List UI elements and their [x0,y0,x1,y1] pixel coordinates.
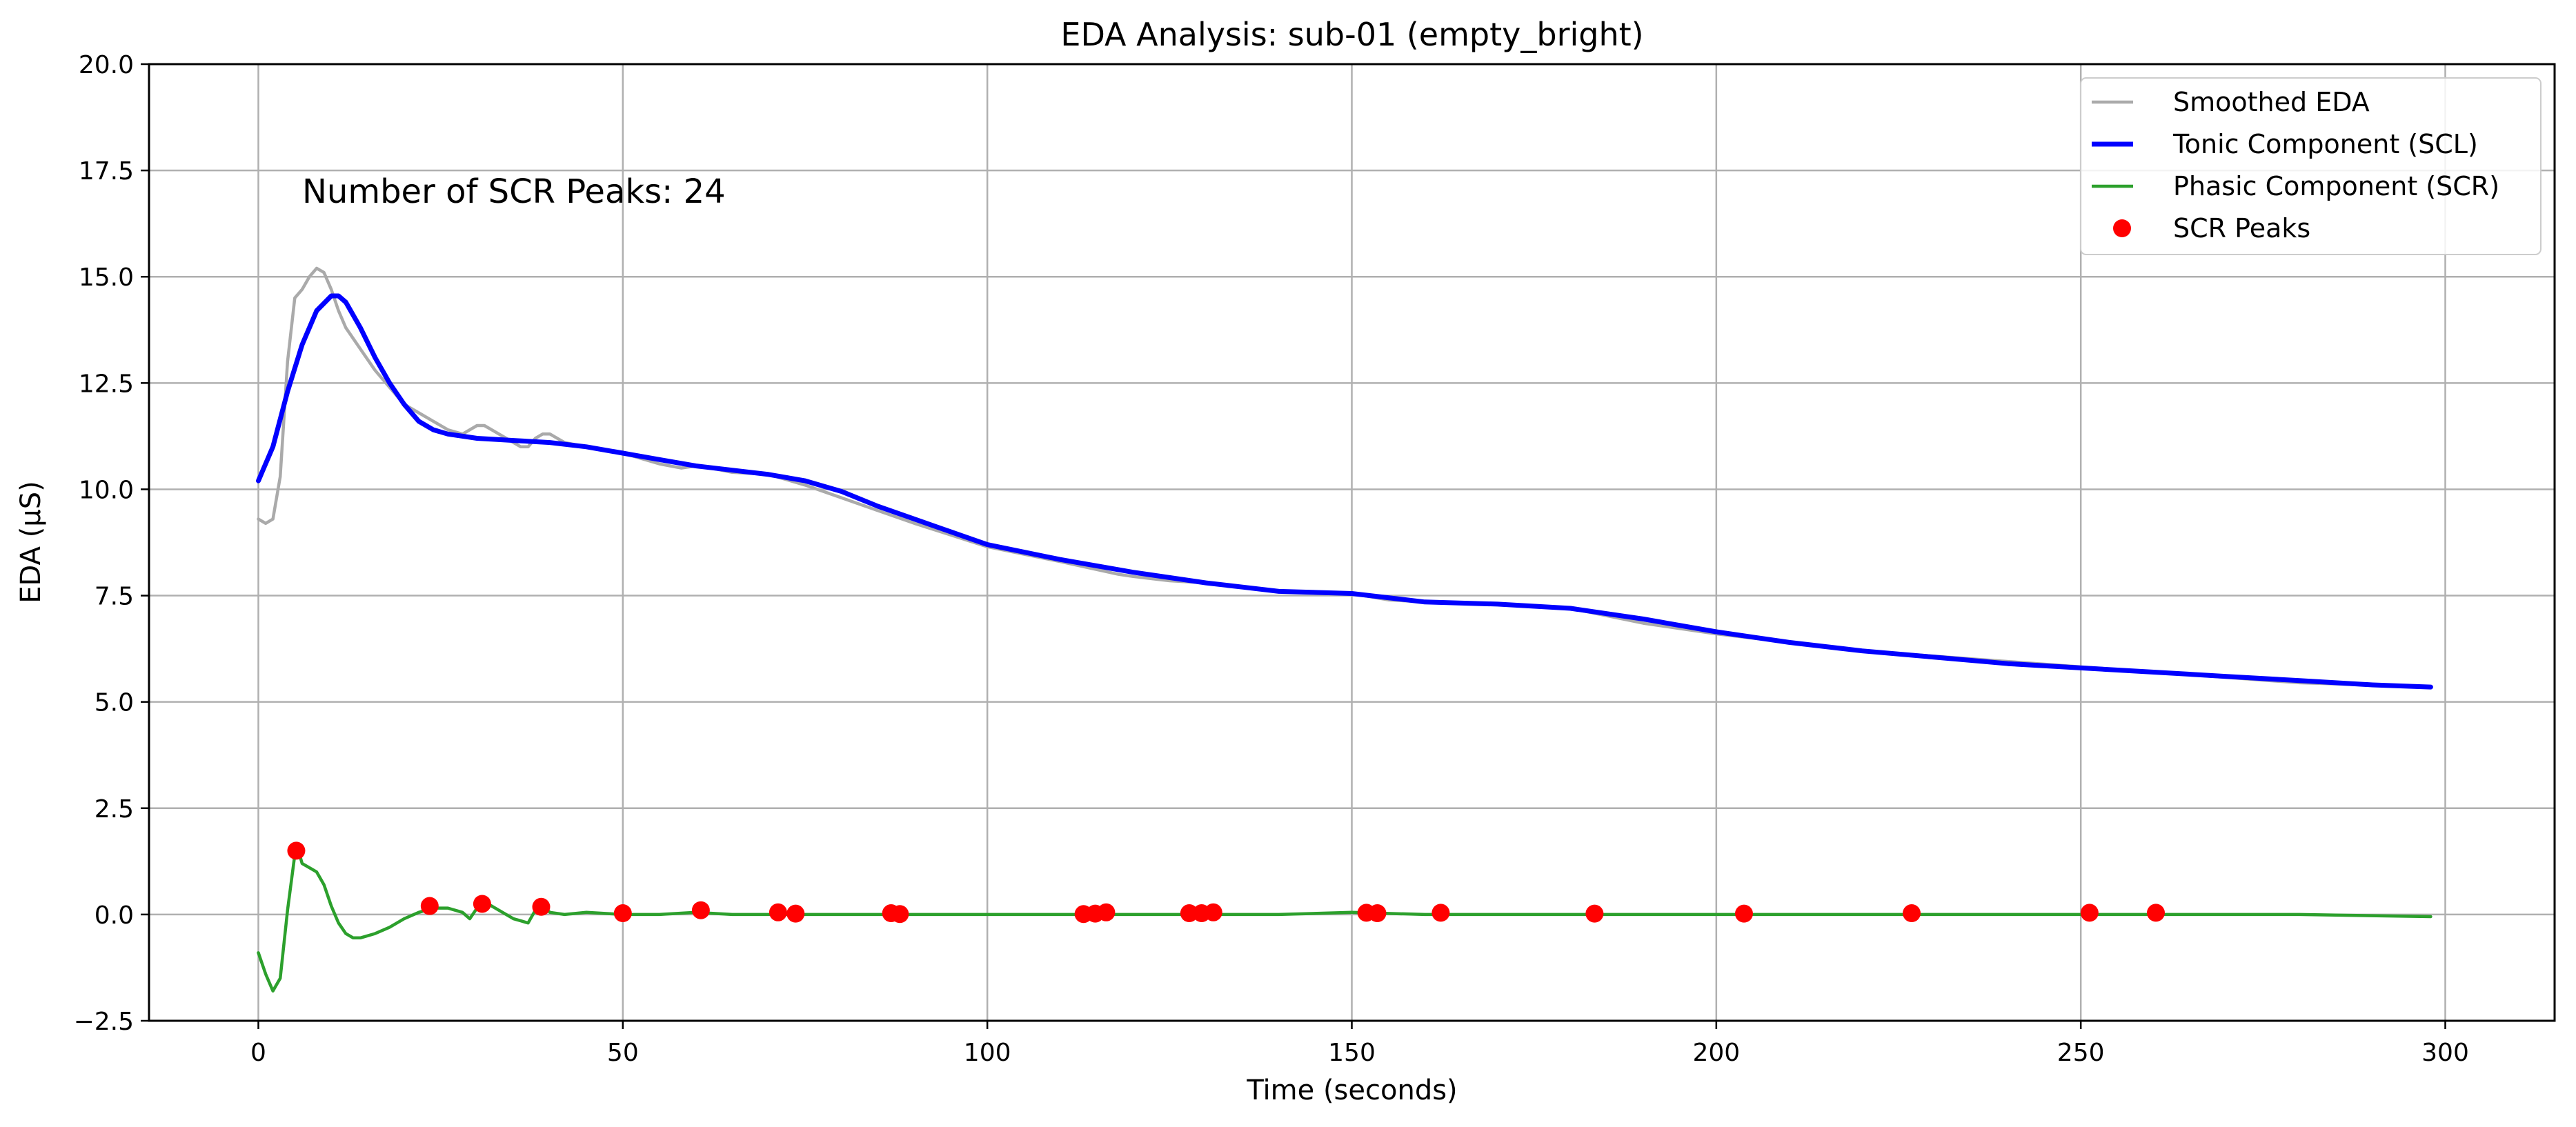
x-tick-label: 250 [2057,1039,2105,1067]
legend-label-tonic-component-scl: Tonic Component (SCL) [2172,129,2478,159]
legend-swatch-scr-peaks [2113,219,2131,237]
y-tick-label: 2.5 [95,795,134,824]
scr-peak-point [287,841,306,860]
y-tick-label: 5.0 [95,689,134,717]
x-axis-label: Time (seconds) [1246,1075,1457,1106]
scr-peak-point [2080,904,2099,922]
scr-peak-point [1431,904,1450,922]
scr-peak-point [532,897,551,916]
x-tick-label: 200 [1692,1039,1740,1067]
y-tick-label: 0.0 [95,901,134,930]
scr-peak-count-annotation: Number of SCR Peaks: 24 [302,172,726,211]
scr-peak-point [1585,904,1604,923]
y-axis-label: EDA (µS) [15,481,47,604]
tonic-component-scl-line [256,293,2433,690]
scr-peak-point [1097,903,1116,921]
y-tick-label: 20.0 [79,51,134,79]
x-axis-ticks: 0 50 100 150 200 250 300 [250,1021,2469,1067]
plot-data-area [256,266,2433,993]
y-tick-label: −2.5 [74,1008,134,1036]
scr-peak-point [786,904,805,923]
legend-label-smoothed-eda: Smoothed EDA [2173,87,2370,117]
legend-label-scr-peaks: SCR Peaks [2173,213,2310,243]
x-tick-label: 150 [1328,1039,1376,1067]
scr-peak-point [891,905,909,924]
y-tick-label: 10.0 [79,476,134,504]
scr-peak-point [1180,904,1198,923]
scr-peak-point [473,895,491,913]
scr-peak-point [1368,904,1387,923]
chart-title: EDA Analysis: sub-01 (empty_bright) [1060,16,1643,53]
y-tick-label: 17.5 [79,157,134,186]
x-tick-label: 100 [964,1039,1011,1067]
scr-peak-point [1903,904,1921,923]
y-tick-label: 7.5 [95,583,134,611]
x-tick-label: 50 [607,1039,639,1067]
legend: Smoothed EDA Tonic Component (SCL) Phasic … [2080,77,2542,255]
scr-peak-point [1734,904,1753,923]
x-tick-label: 0 [250,1039,266,1067]
scr-peak-point [1204,903,1222,921]
legend-label-phasic-component-scr: Phasic Component (SCR) [2173,171,2499,201]
scr-peak-point [2147,904,2166,922]
scr-peak-point [691,901,710,919]
series-layer [256,266,2433,993]
x-tick-label: 300 [2421,1039,2469,1067]
y-tick-label: 15.0 [79,263,134,292]
scr-peak-point [420,897,439,915]
y-axis-ticks: −2.5 0.0 2.5 5.0 7.5 10.0 12.5 15.0 17.5 20.0 [74,51,149,1036]
legend-box [2080,77,2542,255]
scr-peak-point [613,904,632,923]
y-tick-label: 12.5 [79,370,134,398]
scr-peak-point [769,903,787,921]
